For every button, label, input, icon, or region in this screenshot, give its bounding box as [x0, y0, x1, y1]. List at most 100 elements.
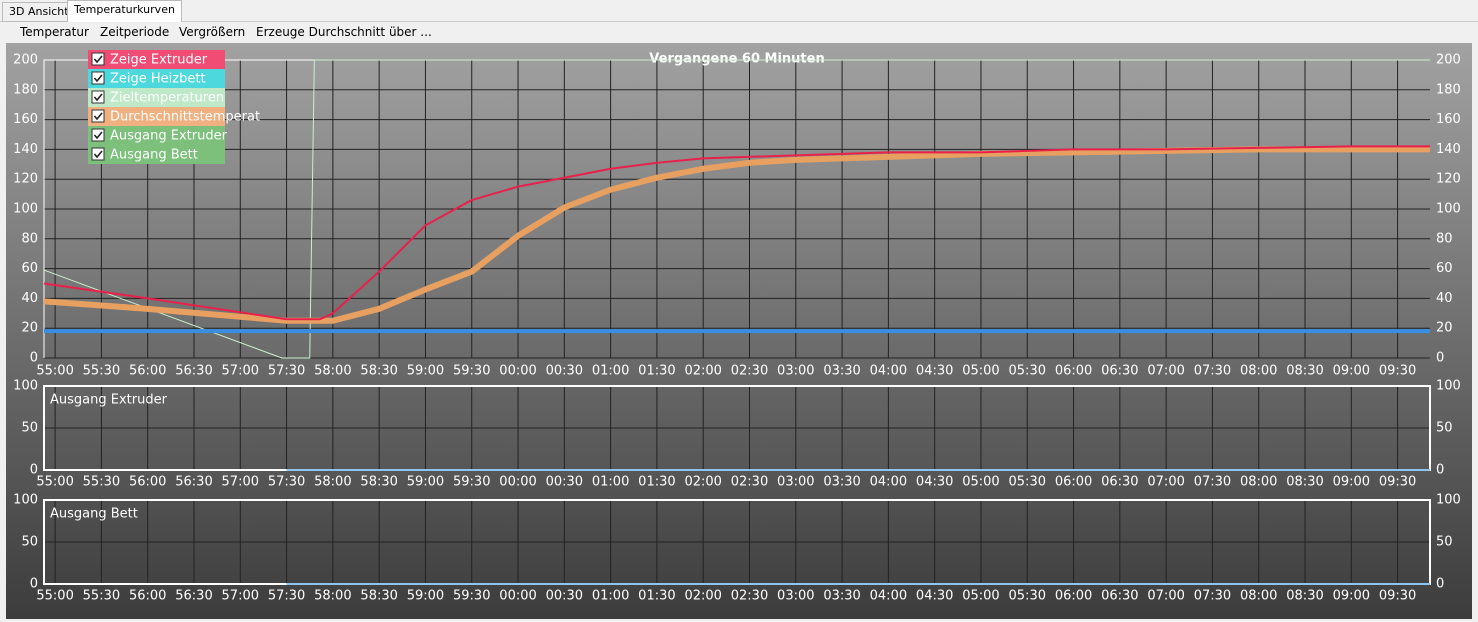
x-tick-label: 08:00	[1240, 475, 1277, 490]
y-tick-label: 100	[13, 379, 38, 394]
y-tick-label-right: 180	[1436, 82, 1461, 97]
x-tick-label: 00:00	[499, 364, 536, 379]
y-tick-label: 180	[13, 82, 38, 97]
x-tick-label: 01:00	[592, 475, 629, 490]
x-tick-label: 59:00	[407, 589, 444, 604]
y-tick-label-right: 50	[1436, 421, 1453, 436]
x-tick-label: 57:00	[222, 475, 259, 490]
legend-checkbox[interactable]	[91, 90, 105, 104]
x-tick-label: 55:00	[36, 364, 73, 379]
y-tick-label: 60	[21, 261, 38, 276]
x-tick-label: 01:00	[592, 589, 629, 604]
x-tick-label: 59:30	[453, 475, 490, 490]
y-tick-label-right: 120	[1436, 172, 1461, 187]
menu-item[interactable]: Zeitperiode	[100, 25, 170, 39]
menu-item[interactable]: Vergrößern	[179, 25, 246, 39]
legend-item-bg	[88, 69, 225, 88]
x-tick-label: 04:00	[870, 475, 907, 490]
legend: Zeige Extruder Zeige Heizbett Zieltemperat…	[88, 50, 260, 164]
x-tick-label: 58:00	[314, 364, 351, 379]
x-tick-label: 06:30	[1101, 364, 1138, 379]
series-line	[43, 146, 1430, 324]
x-tick-label: 59:30	[453, 364, 490, 379]
menu-bar: Temperatur Zeitperiode Vergrößern Erzeug…	[0, 22, 1478, 42]
x-tick-label: 09:00	[1333, 589, 1370, 604]
y-tick-label: 100	[13, 202, 38, 217]
x-tick-label: 05:30	[1009, 589, 1046, 604]
checkmark	[93, 131, 103, 140]
legend-checkbox[interactable]	[91, 147, 105, 161]
x-tick-label: 08:30	[1286, 475, 1323, 490]
y-tick-label-right: 200	[1436, 53, 1461, 68]
x-tick-label: 57:30	[268, 475, 305, 490]
y-tick-label-right: 100	[1436, 493, 1461, 508]
y-tick-label: 160	[13, 112, 38, 127]
series-line	[43, 145, 1430, 321]
legend-label: Zeige Heizbett	[110, 72, 206, 87]
y-tick-label-right: 0	[1436, 577, 1444, 592]
checkmark	[93, 55, 103, 64]
tab-bar: 3D Ansicht Temperaturkurven	[0, 0, 1478, 22]
legend-item-bg	[88, 88, 225, 107]
x-tick-label: 08:00	[1240, 364, 1277, 379]
legend-item-bg	[88, 50, 225, 69]
y-tick-label: 100	[13, 493, 38, 508]
x-tick-label: 57:00	[222, 589, 259, 604]
x-tick-label: 58:00	[314, 475, 351, 490]
x-tick-label: 07:00	[1147, 475, 1184, 490]
legend-label: Ausgang Extruder	[110, 129, 228, 144]
x-tick-label: 07:00	[1147, 364, 1184, 379]
y-tick-label-right: 80	[1436, 231, 1453, 246]
x-tick-label: 08:30	[1286, 364, 1323, 379]
x-tick-label: 02:00	[684, 589, 721, 604]
y-tick-label: 0	[30, 463, 38, 478]
tab[interactable]: Temperaturkurven	[67, 0, 182, 22]
x-tick-label: 05:00	[962, 589, 999, 604]
y-tick-label: 40	[21, 291, 38, 306]
x-tick-label: 55:30	[83, 589, 120, 604]
x-tick-label: 58:30	[360, 364, 397, 379]
x-tick-label: 03:00	[777, 364, 814, 379]
checkmark	[93, 150, 103, 159]
x-tick-label: 01:00	[592, 364, 629, 379]
y-tick-label: 80	[21, 231, 38, 246]
x-tick-label: 06:30	[1101, 475, 1138, 490]
panel-background	[6, 43, 1472, 619]
menu-item[interactable]: Erzeuge Durchschnitt über ...	[256, 25, 432, 39]
checkmark	[93, 112, 103, 121]
legend-checkbox[interactable]	[91, 52, 105, 66]
x-tick-label: 56:30	[175, 589, 212, 604]
x-tick-label: 01:30	[638, 364, 675, 379]
x-tick-label: 04:30	[916, 475, 953, 490]
x-tick-label: 55:30	[83, 475, 120, 490]
checkmark	[93, 74, 103, 83]
y-tick-label-right: 0	[1436, 351, 1444, 366]
legend-checkbox[interactable]	[91, 128, 105, 142]
x-tick-label: 00:30	[546, 364, 583, 379]
x-tick-label: 58:00	[314, 589, 351, 604]
legend-checkbox[interactable]	[91, 71, 105, 85]
x-tick-label: 56:00	[129, 589, 166, 604]
x-tick-label: 09:00	[1333, 364, 1370, 379]
legend-checkbox[interactable]	[91, 109, 105, 123]
x-tick-label: 08:30	[1286, 589, 1323, 604]
x-tick-label: 02:00	[684, 475, 721, 490]
x-tick-label: 57:30	[268, 364, 305, 379]
x-tick-label: 09:30	[1379, 364, 1416, 379]
legend-label: Zeige Extruder	[110, 53, 208, 68]
x-tick-label: 07:00	[1147, 589, 1184, 604]
chart-title: Ausgang Extruder	[50, 393, 168, 408]
x-tick-label: 09:30	[1379, 475, 1416, 490]
y-tick-label-right: 20	[1436, 321, 1453, 336]
x-tick-label: 07:30	[1194, 589, 1231, 604]
menu-item[interactable]: Temperatur	[20, 25, 89, 39]
x-tick-label: 06:30	[1101, 589, 1138, 604]
x-tick-label: 57:30	[268, 589, 305, 604]
tab[interactable]: 3D Ansicht	[2, 2, 76, 22]
plot-border	[43, 385, 1431, 471]
x-tick-label: 59:30	[453, 589, 490, 604]
y-tick-label-right: 160	[1436, 112, 1461, 127]
x-tick-label: 06:00	[1055, 364, 1092, 379]
legend-label: Ausgang Bett	[110, 148, 198, 163]
x-tick-label: 01:30	[638, 589, 675, 604]
